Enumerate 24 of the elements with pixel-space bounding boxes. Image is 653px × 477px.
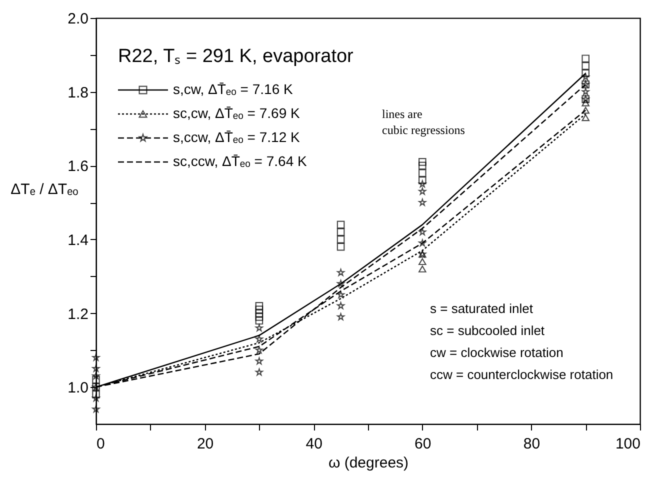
text: R22, Tₛ = 291 K, evaporator <box>118 46 354 67</box>
y-tick-label: 1.6 <box>68 158 88 176</box>
annotation: cw = clockwise rotation <box>430 345 564 360</box>
annotation: sc = subcooled inlet <box>430 323 545 338</box>
annotation: lines are cubic regressions <box>382 107 466 137</box>
x-tick-label: 0 <box>96 436 105 452</box>
y-tick-label: 1.0 <box>68 380 88 397</box>
y-tick-label: 1.2 <box>68 306 88 323</box>
x-axis-title: ω (degrees) <box>328 454 409 472</box>
legend-label: s,ccw, ΔT̄ₑₒ = 7.12 K <box>173 129 300 145</box>
y-tick-label: 1.4 <box>68 232 88 249</box>
legend-label: sc,cw, ΔT̄ₑₒ = 7.69 K <box>173 105 300 121</box>
annotation: s = saturated inlet <box>430 301 534 316</box>
y-axis-title: ΔTₑ / ΔTₑₒ <box>10 181 79 198</box>
legend-label: sc,ccw, ΔT̄ₑₒ = 7.64 K <box>173 153 308 169</box>
legend-label: s,cw, ΔT̄ₑₒ = 7.16 K <box>173 81 294 97</box>
x-tick-label: 60 <box>414 436 432 452</box>
x-tick-label: 20 <box>196 436 214 452</box>
annotation: ccw = counterclockwise rotation <box>430 367 614 382</box>
y-tick-label: 2.0 <box>68 10 88 28</box>
x-tick-label: 100 <box>615 436 640 452</box>
x-tick-label: 80 <box>523 436 540 452</box>
y-tick-label: 1.8 <box>68 84 88 102</box>
x-tick-label: 40 <box>306 436 322 452</box>
